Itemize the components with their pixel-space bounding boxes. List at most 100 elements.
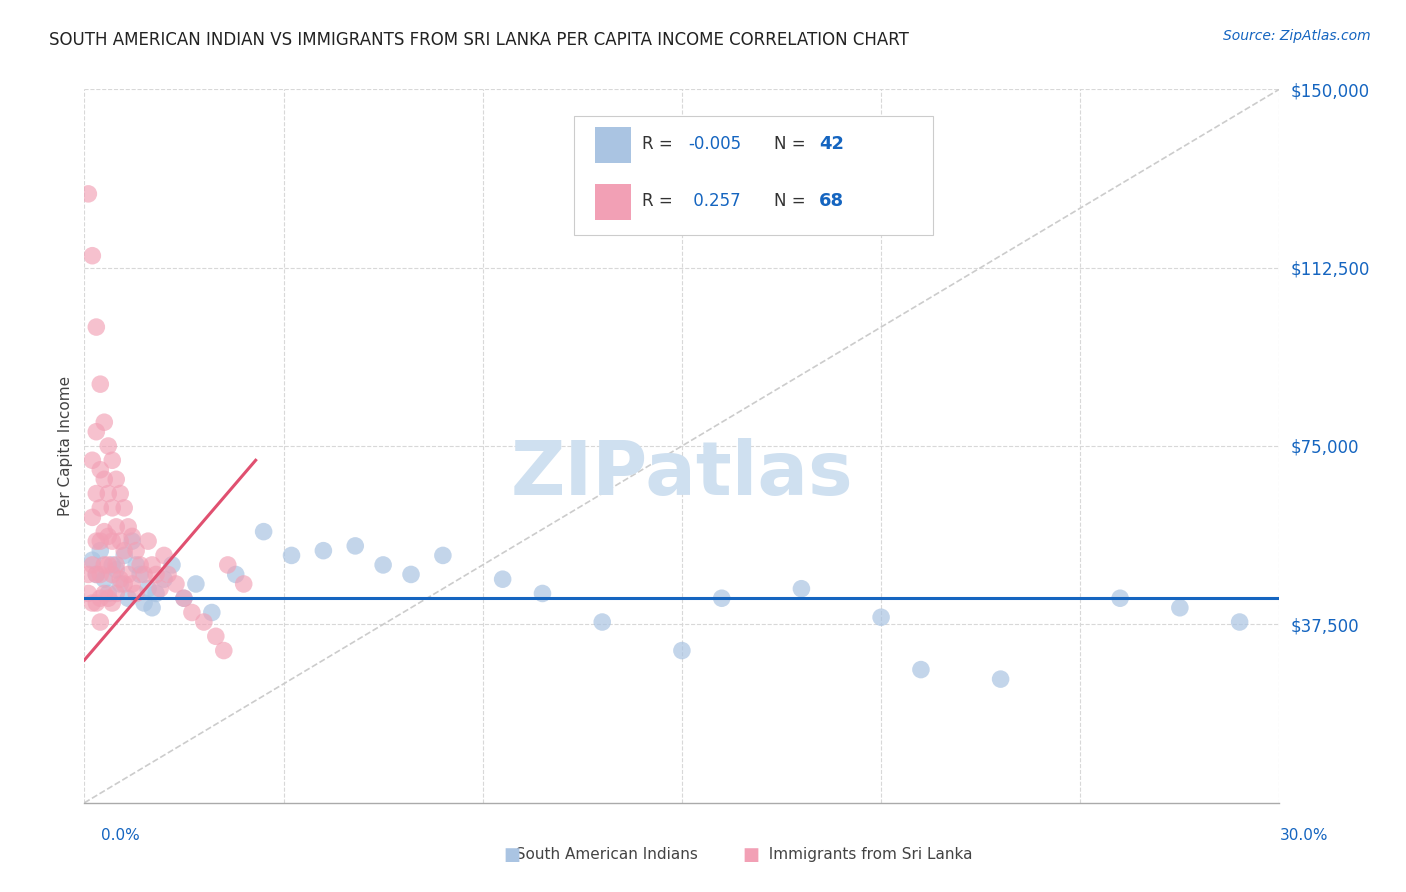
Point bbox=[145, 586, 167, 600]
Point bbox=[232, 577, 254, 591]
Point bbox=[165, 577, 187, 591]
Point bbox=[173, 591, 195, 606]
Point bbox=[86, 320, 108, 334]
Point bbox=[141, 558, 163, 572]
Point bbox=[105, 586, 128, 600]
Point bbox=[86, 425, 108, 439]
Point bbox=[136, 582, 159, 596]
Point bbox=[112, 543, 135, 558]
Point bbox=[110, 486, 132, 500]
Point bbox=[121, 577, 143, 591]
Point bbox=[591, 615, 613, 629]
Text: N =: N = bbox=[773, 136, 811, 153]
Point bbox=[136, 534, 159, 549]
Point bbox=[89, 567, 111, 582]
Point bbox=[97, 586, 120, 600]
Point bbox=[181, 606, 204, 620]
Point bbox=[89, 463, 111, 477]
Point bbox=[82, 596, 104, 610]
FancyBboxPatch shape bbox=[575, 116, 934, 235]
Text: Source: ZipAtlas.com: Source: ZipAtlas.com bbox=[1223, 29, 1371, 43]
Point bbox=[710, 591, 733, 606]
Point bbox=[132, 567, 156, 582]
Point bbox=[82, 510, 104, 524]
Point bbox=[82, 553, 104, 567]
Point bbox=[910, 663, 932, 677]
Point bbox=[157, 567, 180, 582]
Bar bbox=[595, 184, 630, 219]
Point bbox=[89, 615, 111, 629]
Point bbox=[184, 577, 207, 591]
Point bbox=[121, 529, 143, 543]
Point bbox=[93, 586, 115, 600]
Point bbox=[110, 572, 132, 586]
Point bbox=[125, 586, 148, 600]
Point bbox=[312, 543, 335, 558]
Point bbox=[217, 558, 239, 572]
Point bbox=[117, 591, 139, 606]
Bar bbox=[595, 127, 630, 162]
Point bbox=[205, 629, 228, 643]
Point bbox=[173, 591, 195, 606]
Point bbox=[97, 486, 120, 500]
Point bbox=[105, 520, 128, 534]
Point bbox=[145, 567, 167, 582]
Point bbox=[141, 600, 163, 615]
Point bbox=[212, 643, 235, 657]
Point bbox=[112, 500, 135, 515]
Point bbox=[97, 529, 120, 543]
Point bbox=[790, 582, 813, 596]
Y-axis label: Per Capita Income: Per Capita Income bbox=[58, 376, 73, 516]
Point bbox=[531, 586, 554, 600]
Point bbox=[86, 534, 108, 549]
Point bbox=[77, 186, 100, 201]
Text: 30.0%: 30.0% bbox=[1281, 828, 1329, 843]
Point bbox=[112, 577, 135, 591]
Point bbox=[344, 539, 367, 553]
Point bbox=[82, 558, 104, 572]
Point bbox=[101, 500, 124, 515]
Point bbox=[105, 563, 128, 577]
Point bbox=[153, 572, 176, 586]
Point bbox=[1168, 600, 1191, 615]
Point bbox=[101, 567, 124, 582]
Text: SOUTH AMERICAN INDIAN VS IMMIGRANTS FROM SRI LANKA PER CAPITA INCOME CORRELATION: SOUTH AMERICAN INDIAN VS IMMIGRANTS FROM… bbox=[49, 31, 910, 49]
Point bbox=[132, 596, 156, 610]
Point bbox=[89, 591, 111, 606]
Point bbox=[125, 558, 148, 572]
Point bbox=[101, 558, 124, 572]
Text: 68: 68 bbox=[820, 193, 845, 211]
Point bbox=[77, 567, 100, 582]
Point bbox=[97, 439, 120, 453]
Text: ■: ■ bbox=[503, 846, 520, 863]
Point bbox=[86, 567, 108, 582]
Text: R =: R = bbox=[643, 136, 679, 153]
Point bbox=[97, 558, 120, 572]
Text: 0.257: 0.257 bbox=[688, 193, 741, 211]
Point bbox=[117, 567, 139, 582]
Point bbox=[432, 549, 454, 563]
Point bbox=[82, 249, 104, 263]
Point bbox=[110, 577, 132, 591]
Point bbox=[93, 572, 115, 586]
Text: Immigrants from Sri Lanka: Immigrants from Sri Lanka bbox=[759, 847, 973, 862]
Point bbox=[105, 558, 128, 572]
Point bbox=[82, 453, 104, 467]
Point bbox=[225, 567, 247, 582]
Point bbox=[492, 572, 515, 586]
Point bbox=[93, 524, 115, 539]
Point bbox=[89, 534, 111, 549]
Point bbox=[77, 586, 100, 600]
Point bbox=[870, 610, 893, 624]
Point bbox=[110, 534, 132, 549]
Point bbox=[117, 520, 139, 534]
Point bbox=[101, 453, 124, 467]
Point bbox=[990, 672, 1012, 686]
Text: ZIPatlas: ZIPatlas bbox=[510, 438, 853, 511]
Point bbox=[280, 549, 302, 563]
Point bbox=[97, 591, 120, 606]
Point bbox=[93, 558, 115, 572]
Point bbox=[253, 524, 276, 539]
Text: N =: N = bbox=[773, 193, 811, 211]
Point bbox=[1109, 591, 1132, 606]
